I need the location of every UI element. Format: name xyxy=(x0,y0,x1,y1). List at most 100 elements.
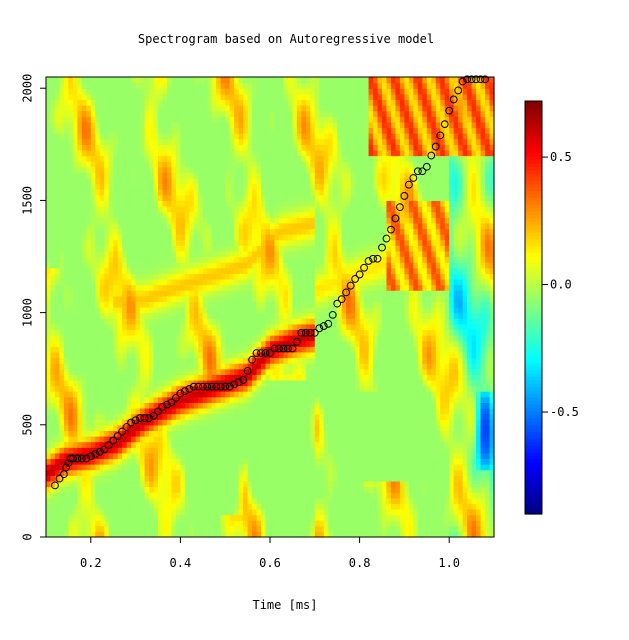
heatmap-cell xyxy=(243,239,249,246)
heatmap-cell xyxy=(166,430,173,437)
heatmap-cell xyxy=(140,189,146,196)
heatmap-cell xyxy=(256,430,262,437)
heatmap-cell xyxy=(252,447,258,454)
heatmap-cell xyxy=(243,508,249,516)
heatmap-cell xyxy=(77,222,83,230)
heatmap-cell xyxy=(54,127,61,134)
heatmap-cell xyxy=(234,312,240,319)
heatmap-cell xyxy=(256,127,262,134)
heatmap-cell xyxy=(314,458,320,465)
heatmap-cell xyxy=(229,155,235,162)
heatmap-cell xyxy=(207,363,213,370)
heatmap-cell xyxy=(113,508,119,516)
heatmap-cell xyxy=(256,413,262,420)
heatmap-cell xyxy=(104,273,110,280)
heatmap-cell xyxy=(54,245,61,252)
heatmap-cell xyxy=(99,110,105,117)
heatmap-cell xyxy=(314,424,320,432)
heatmap-cell xyxy=(175,385,181,392)
heatmap-cell xyxy=(171,503,177,510)
heatmap-cell xyxy=(301,301,307,308)
heatmap-cell xyxy=(220,194,226,202)
heatmap-cell xyxy=(287,430,293,437)
heatmap-cell xyxy=(202,239,208,246)
heatmap-cell xyxy=(180,424,186,432)
heatmap-cell xyxy=(50,301,56,308)
heatmap-cell xyxy=(184,133,190,140)
heatmap-cell xyxy=(175,497,181,504)
heatmap-cell xyxy=(229,194,235,202)
heatmap-cell xyxy=(234,497,240,504)
heatmap-cell xyxy=(292,480,298,488)
heatmap-cell xyxy=(131,234,137,241)
heatmap-cell xyxy=(68,363,74,370)
heatmap-cell xyxy=(238,256,244,263)
heatmap-cell xyxy=(99,436,105,443)
heatmap-cell xyxy=(162,508,168,516)
heatmap-cell xyxy=(225,492,231,499)
heatmap-cell xyxy=(278,475,285,482)
heatmap-cell xyxy=(72,245,78,252)
heatmap-cell xyxy=(175,407,181,415)
heatmap-cell xyxy=(283,116,289,123)
heatmap-cell xyxy=(220,374,226,381)
heatmap-cell xyxy=(162,177,168,185)
heatmap-cell xyxy=(90,430,96,437)
heatmap-cell xyxy=(216,525,222,532)
heatmap-cell xyxy=(77,497,83,504)
heatmap-cell xyxy=(198,144,204,151)
heatmap-cell xyxy=(99,413,105,420)
heatmap-cell xyxy=(68,110,74,117)
heatmap-cell xyxy=(252,301,258,308)
heatmap-cell xyxy=(59,301,65,308)
heatmap-cell xyxy=(81,250,87,258)
heatmap-cell xyxy=(117,396,123,403)
heatmap-cell xyxy=(149,464,155,471)
heatmap-cell xyxy=(117,346,123,353)
heatmap-cell xyxy=(216,464,222,471)
heatmap-cell xyxy=(59,391,65,398)
heatmap-cell xyxy=(229,183,235,190)
heatmap-cell xyxy=(198,301,204,308)
heatmap-cell xyxy=(207,351,213,359)
heatmap-cell xyxy=(59,161,65,168)
heatmap-cell xyxy=(234,284,240,291)
heatmap-cell xyxy=(104,508,110,516)
heatmap-cell xyxy=(108,206,114,213)
heatmap-cell xyxy=(243,189,249,196)
heatmap-cell xyxy=(72,189,78,196)
heatmap-cell xyxy=(131,301,137,308)
heatmap-cell xyxy=(81,419,87,426)
heatmap-cell xyxy=(252,340,258,347)
heatmap-cell xyxy=(122,82,128,89)
heatmap-cell xyxy=(202,250,208,258)
heatmap-cell xyxy=(117,82,123,89)
heatmap-cell xyxy=(95,492,101,499)
heatmap-cell xyxy=(211,312,217,319)
heatmap-cell xyxy=(234,452,240,460)
heatmap-cell xyxy=(220,110,226,117)
heatmap-cell xyxy=(216,183,222,190)
heatmap-cell xyxy=(305,222,311,230)
heatmap-cell xyxy=(252,413,258,420)
heatmap-cell xyxy=(220,273,226,280)
heatmap-cell xyxy=(180,116,186,123)
heatmap-cell xyxy=(220,301,226,308)
heatmap-cell xyxy=(301,396,307,403)
heatmap-cell xyxy=(220,161,226,168)
heatmap-cell xyxy=(180,503,186,510)
heatmap-cell xyxy=(247,374,253,381)
heatmap-cell xyxy=(274,121,280,129)
heatmap-cell xyxy=(252,514,258,521)
heatmap-cell xyxy=(144,525,150,532)
heatmap-cell xyxy=(171,290,177,297)
heatmap-cell xyxy=(292,161,298,168)
heatmap-cell xyxy=(72,93,78,101)
heatmap-cell xyxy=(296,335,302,342)
heatmap-cell xyxy=(50,290,56,297)
heatmap-cell xyxy=(126,133,132,140)
heatmap-cell xyxy=(131,295,137,302)
heatmap-cell xyxy=(122,497,128,504)
heatmap-cell xyxy=(99,82,105,89)
heatmap-cell xyxy=(238,436,244,443)
